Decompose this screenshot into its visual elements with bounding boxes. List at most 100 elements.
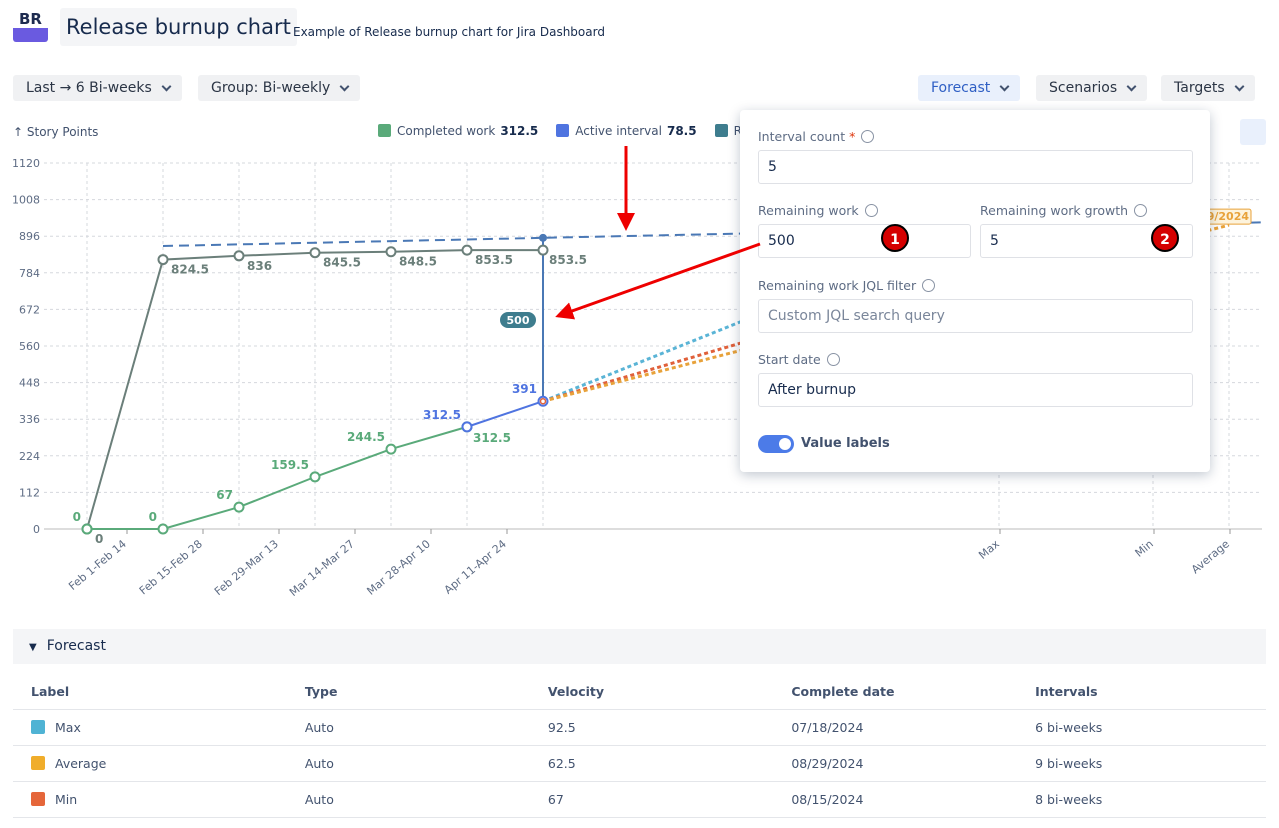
table-cell: 07/18/2024 xyxy=(791,709,1036,746)
series-point xyxy=(537,244,549,256)
column-header: Type xyxy=(304,674,548,710)
label-text: Interval count xyxy=(758,129,846,144)
series-line xyxy=(466,400,544,428)
cell-text: Auto xyxy=(304,720,334,735)
input[interactable]: 5 xyxy=(980,224,1193,258)
x-tick-label: Max xyxy=(976,537,1002,562)
annotation-badge: 2 xyxy=(1151,224,1179,252)
label-text: Remaining work xyxy=(758,203,859,218)
y-tick-label: 0 xyxy=(33,523,40,536)
y-axis-label: ↑ Story Points xyxy=(13,125,99,139)
scenarios-button[interactable]: Scenarios xyxy=(1036,75,1148,101)
legend-swatch xyxy=(378,124,391,137)
column-header: Label xyxy=(13,674,305,710)
x-tick-label: Feb 29-Mar 13 xyxy=(212,537,281,598)
legend-name: Completed work xyxy=(397,124,496,138)
table-cell: 08/29/2024 xyxy=(791,745,1036,782)
select[interactable]: After burnup xyxy=(758,373,1193,407)
table-row: Average Auto 62.5 08/29/2024 9 bi-weeks xyxy=(13,745,1266,782)
forecast-table: Label Type Velocity Complete date Intervals M… xyxy=(13,674,1266,818)
remaining-badge xyxy=(500,312,536,328)
table-cell: Average xyxy=(13,745,305,782)
table-cell: 62.5 xyxy=(547,745,792,782)
column-header: Complete date xyxy=(791,674,1036,710)
x-tick-label: Mar 28-Apr 10 xyxy=(364,537,432,597)
x-tick-label: Average xyxy=(1189,537,1232,576)
series-point xyxy=(233,501,245,513)
field-label: Remaining work JQL filter xyxy=(758,278,936,293)
input[interactable]: 5 xyxy=(758,150,1193,184)
view-icon[interactable] xyxy=(1240,119,1266,145)
series-point xyxy=(385,443,397,455)
x-tick-label: Min xyxy=(1133,537,1156,560)
field-label: Interval count * xyxy=(758,129,875,144)
y-tick-label: 560 xyxy=(19,340,40,353)
table-cell: Max xyxy=(13,709,305,746)
logo-text: BR xyxy=(13,10,48,28)
series-point xyxy=(157,254,169,266)
legend-name: Active interval xyxy=(575,124,662,138)
cell-text: Min xyxy=(55,792,78,807)
color-swatch xyxy=(31,792,45,806)
range-button[interactable]: Last → 6 Bi-weeks xyxy=(13,75,182,101)
legend-item: Completed work 312.5 xyxy=(378,124,538,138)
field-label: Start date xyxy=(758,352,840,367)
forecast-section[interactable]: ▼ Forecast xyxy=(13,629,1266,664)
group-button[interactable]: Group: Bi-weekly xyxy=(198,75,361,101)
value-label: 0 xyxy=(149,510,157,524)
targets-button[interactable]: Targets xyxy=(1161,75,1255,101)
table-cell: 08/15/2024 xyxy=(791,781,1036,818)
field-label: Remaining work xyxy=(758,203,878,218)
table-cell: 6 bi-weeks xyxy=(1035,709,1266,746)
toggle-label: Value labels xyxy=(801,436,890,451)
value-label: 159.5 xyxy=(271,458,309,472)
value-label: 845.5 xyxy=(323,256,361,270)
table-row: Max Auto 92.5 07/18/2024 6 bi-weeks xyxy=(13,709,1266,746)
cell-text: 8 bi-weeks xyxy=(1035,792,1103,807)
input[interactable]: 500 xyxy=(758,224,971,258)
table-cell: 67 xyxy=(547,781,792,818)
field-label: Remaining work growth xyxy=(980,203,1148,218)
cell-text: 92.5 xyxy=(547,720,576,735)
value-label: 824.5 xyxy=(171,263,209,277)
label-text: Start date xyxy=(758,352,821,367)
series-point xyxy=(81,523,93,535)
series-point xyxy=(309,247,321,259)
toggle[interactable] xyxy=(758,435,794,453)
series-line xyxy=(87,425,468,530)
forecast-button[interactable]: Forecast xyxy=(918,75,1021,101)
series-point xyxy=(461,244,473,256)
input[interactable]: Custom JQL search query xyxy=(758,299,1193,333)
legend-total: 312.5 xyxy=(500,124,539,138)
cell-text: 62.5 xyxy=(547,756,576,771)
series-point xyxy=(233,250,245,262)
series-point xyxy=(461,421,473,433)
column-header: Intervals xyxy=(1035,674,1266,710)
subtitle: Example of Release burnup chart for Jira… xyxy=(293,25,605,39)
color-swatch xyxy=(31,720,45,734)
cell-text: 08/15/2024 xyxy=(791,792,864,807)
series-point xyxy=(385,246,397,258)
legend-swatch xyxy=(714,124,728,137)
y-tick-label: 336 xyxy=(19,413,40,426)
y-tick-label: 448 xyxy=(19,377,40,390)
cell-text: Auto xyxy=(304,756,334,771)
column-header: Velocity xyxy=(547,674,792,710)
y-tick-label: 1120 xyxy=(12,157,40,170)
series-point xyxy=(157,523,169,535)
forecast-settings: Interval count * 5 Remaining work 500 Re… xyxy=(740,110,1210,472)
logo: BR xyxy=(13,10,48,42)
value-label: 848.5 xyxy=(399,255,437,269)
cell-text: 08/29/2024 xyxy=(791,756,864,771)
cell-text: 9 bi-weeks xyxy=(1035,756,1103,771)
value-label: 853.5 xyxy=(549,253,587,267)
y-tick-label: 1008 xyxy=(12,194,40,207)
value-label: 391 xyxy=(512,382,537,396)
table-cell: Min xyxy=(13,781,305,818)
label-text: Remaining work JQL filter xyxy=(758,278,917,293)
cell-text: 6 bi-weeks xyxy=(1035,720,1103,735)
legend-total: 78.5 xyxy=(666,124,697,138)
value-label: 67 xyxy=(216,488,233,502)
value-label: 244.5 xyxy=(347,430,385,444)
